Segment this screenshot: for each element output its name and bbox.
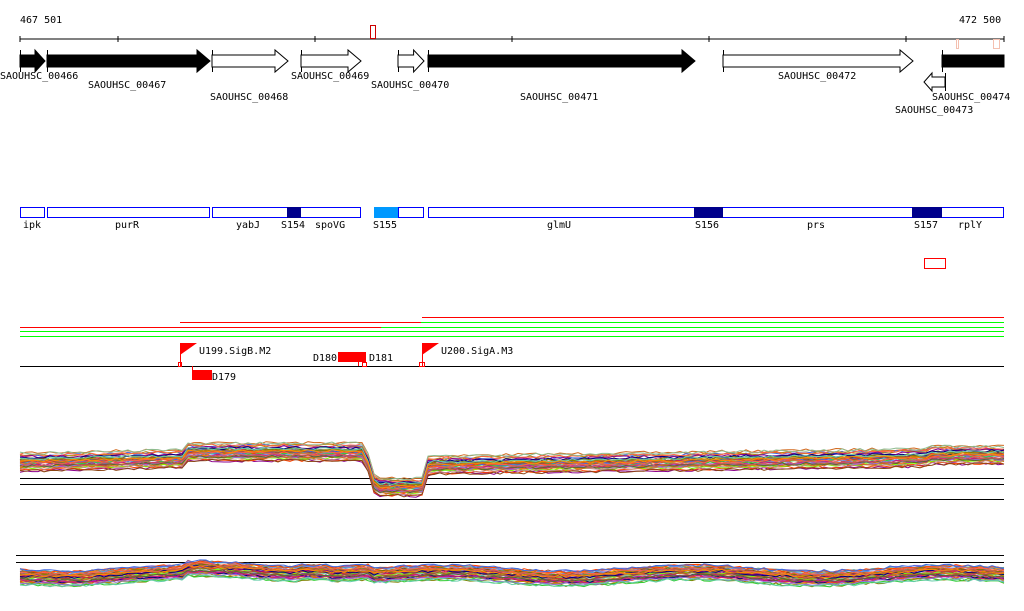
gene-arrow[interactable] xyxy=(923,71,946,93)
site-flag-label: U199.SigB.M2 xyxy=(199,346,271,357)
gene-arrow[interactable] xyxy=(211,48,289,74)
gene-SAOUHSC_00466[interactable]: SAOUHSC_00466 xyxy=(0,48,78,82)
gene-label: SAOUHSC_00471 xyxy=(520,92,598,103)
site-flag-U200[interactable]: U200.SigA.M3 xyxy=(419,343,514,367)
gene-SAOUHSC_00470[interactable]: SAOUHSC_00470 xyxy=(371,48,449,91)
expression-trace xyxy=(19,564,1005,579)
feature-label: yabJ xyxy=(236,220,260,231)
feature-label: spoVG xyxy=(315,220,345,231)
feature-label: S157 xyxy=(914,220,938,231)
gene-label: SAOUHSC_00467 xyxy=(88,80,166,91)
gene-label: SAOUHSC_00470 xyxy=(371,80,449,91)
gene-arrow[interactable] xyxy=(427,48,696,74)
expression-trace xyxy=(19,443,1005,483)
expression-trace xyxy=(19,454,1005,494)
ruler-end-label: 472 500 xyxy=(959,15,1001,26)
feature-S155[interactable] xyxy=(374,207,398,218)
gene-label: SAOUHSC_00469 xyxy=(291,71,369,82)
position-marker[interactable] xyxy=(993,39,1000,49)
expression-trace xyxy=(19,568,1005,583)
site-track: U199.SigB.M2 U200.SigA.M3 D179 D180 D181 xyxy=(20,343,1004,383)
expression-trace xyxy=(19,565,1005,579)
feature-S154[interactable] xyxy=(287,207,301,218)
feature-label: purR xyxy=(115,220,140,231)
feature-box[interactable] xyxy=(398,207,424,218)
gene-SAOUHSC_00468[interactable]: SAOUHSC_00468 xyxy=(210,48,289,103)
gene-arrow[interactable] xyxy=(300,48,362,74)
expression-trace xyxy=(19,569,1005,583)
coordinate-ruler: 467 501 472 500 xyxy=(19,15,1005,49)
feature-ipk[interactable] xyxy=(20,207,45,218)
feature-S157[interactable] xyxy=(912,207,942,218)
gene-SAOUHSC_00471[interactable]: SAOUHSC_00471 xyxy=(427,48,696,103)
expression-trace xyxy=(19,453,1005,492)
gene-track: SAOUHSC_00466SAOUHSC_00467SAOUHSC_00468S… xyxy=(0,48,1010,116)
feature-label: glmU xyxy=(547,220,571,231)
expression-plot-2 xyxy=(16,555,1005,588)
gene-SAOUHSC_00473[interactable]: SAOUHSC_00473 xyxy=(895,71,973,116)
site-block-label: D179 xyxy=(212,372,236,383)
feature-label: rplY xyxy=(958,220,982,231)
site-flag-label: U200.SigA.M3 xyxy=(441,346,513,357)
ruler-start-label: 467 501 xyxy=(20,15,62,26)
gene-arrow[interactable] xyxy=(722,48,914,74)
feature-S156[interactable] xyxy=(694,207,723,218)
feature-yabJ-spoVG[interactable] xyxy=(212,207,361,218)
expression-trace xyxy=(19,458,1005,498)
gene-arrow[interactable] xyxy=(397,48,425,74)
gene-arrow[interactable] xyxy=(46,48,211,74)
position-marker[interactable] xyxy=(956,39,959,49)
site-block-label: D180 xyxy=(313,353,337,364)
feature-label: S154 xyxy=(281,220,305,231)
site-block-label: D181 xyxy=(369,353,393,364)
gene-arrow[interactable] xyxy=(19,48,46,74)
expression-trace xyxy=(19,572,1005,586)
highlight-box[interactable] xyxy=(924,258,946,269)
gene-SAOUHSC_00467[interactable]: SAOUHSC_00467 xyxy=(46,48,211,91)
gene-SAOUHSC_00472[interactable]: SAOUHSC_00472 xyxy=(722,48,914,82)
gene-label: SAOUHSC_00474 xyxy=(932,92,1010,103)
expression-trace xyxy=(19,559,1005,573)
feature-track: ipk purR yabJ S154 spoVG S155 glmU S156 … xyxy=(20,207,1004,269)
expression-trace xyxy=(20,446,1005,484)
gene-arrow[interactable] xyxy=(941,54,1005,68)
gene-SAOUHSC_00474[interactable]: SAOUHSC_00474 xyxy=(932,50,1010,103)
site-block-D180-D181[interactable]: D180 D181 xyxy=(313,352,393,367)
gene-label: SAOUHSC_00468 xyxy=(210,92,288,103)
segment-track xyxy=(20,317,1004,337)
gene-SAOUHSC_00469[interactable]: SAOUHSC_00469 xyxy=(291,48,369,82)
feature-label: prs xyxy=(807,220,825,231)
site-block-D179[interactable]: D179 xyxy=(192,366,236,383)
gene-label: SAOUHSC_00472 xyxy=(778,71,856,82)
expression-trace xyxy=(19,449,1005,488)
expression-trace xyxy=(19,447,1005,485)
feature-label: S155 xyxy=(373,220,397,231)
expression-plot-1 xyxy=(19,441,1005,500)
feature-purR[interactable] xyxy=(47,207,210,218)
gene-label: SAOUHSC_00473 xyxy=(895,105,973,116)
feature-label: ipk xyxy=(23,220,41,231)
expression-trace xyxy=(19,573,1005,588)
position-marker[interactable] xyxy=(370,25,376,39)
expression-trace xyxy=(19,451,1005,491)
ruler-ticks xyxy=(19,36,1005,42)
expression-trace xyxy=(19,441,1005,481)
gene-label: SAOUHSC_00466 xyxy=(0,71,78,82)
site-flag-U199[interactable]: U199.SigB.M2 xyxy=(178,343,272,367)
feature-label: S156 xyxy=(695,220,719,231)
